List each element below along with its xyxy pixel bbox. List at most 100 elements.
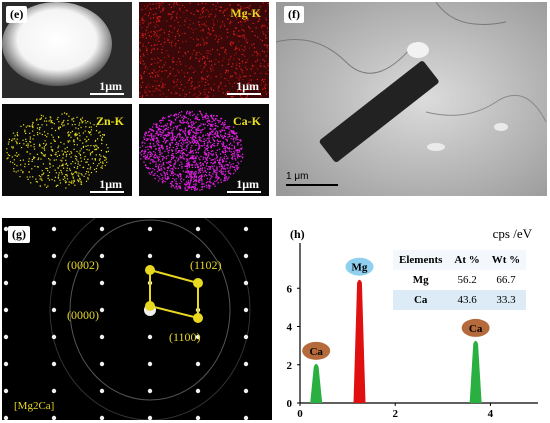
spectrum-peak: [353, 279, 366, 403]
diffraction-spot: [195, 361, 201, 367]
diffraction-spot: [243, 388, 249, 394]
diffraction-spot: [51, 307, 57, 313]
tem-image: (f) 1 μm: [276, 2, 547, 196]
table-row: Ca 43.6 33.3: [393, 290, 527, 310]
diffraction-spot: [243, 361, 249, 367]
y-tick-label: 4: [287, 322, 293, 334]
index-1102: (1102): [190, 258, 222, 272]
zn-dots: [6, 112, 109, 189]
diffraction-spot: [195, 388, 201, 394]
precipitate-rod: [319, 61, 439, 162]
diffraction-spot: [243, 253, 249, 259]
diffraction-spot: [147, 388, 153, 394]
diffraction-spot: [243, 307, 249, 313]
diffraction-spot: [3, 307, 9, 313]
mg-map: Mg-K 1μm: [139, 2, 269, 98]
y-tick-label: 6: [287, 283, 293, 295]
index-0002: (0002): [67, 258, 99, 272]
table-cell: Mg: [412, 274, 429, 286]
x-tick-label: 0: [297, 408, 303, 420]
tem-micrograph: [276, 2, 547, 196]
scale-bar: [90, 191, 124, 193]
table-cell: 43.6: [457, 294, 477, 306]
diffraction-spot: [3, 388, 9, 394]
diffraction-spot: [147, 361, 153, 367]
peak-label-badge: [461, 318, 490, 337]
diffraction-spot: [147, 415, 153, 420]
x-tick-label: 4: [488, 408, 494, 420]
diffraction-spot: [51, 334, 57, 340]
diffraction-spot: [147, 253, 153, 259]
diffraction-spot: [99, 280, 105, 286]
diffraction-spot: [243, 226, 249, 232]
diffraction-spot: [3, 280, 9, 286]
diffraction-spot: [195, 415, 201, 420]
diffraction-spot: [243, 415, 249, 420]
diffraction-spot: [3, 226, 9, 232]
scale-bar: [90, 93, 124, 95]
index-1100: (1100): [169, 330, 201, 344]
table-header: Elements: [399, 254, 443, 266]
scale-bar: [227, 93, 261, 95]
element-label: Zn-K: [95, 114, 124, 128]
peak-label-badge: [345, 257, 374, 276]
phase-label: [Mg2Ca]: [14, 400, 55, 412]
diffraction-spot: [3, 415, 9, 420]
diffraction-spot: [3, 361, 9, 367]
scale-bar-label: 1 μm: [286, 171, 309, 182]
diffraction-spot: [51, 388, 57, 394]
eds-chart: 0 2 4 6 0 2 4 Ca Mg Ca: [287, 240, 538, 420]
peak-label-badge: [302, 341, 331, 360]
sem-particle: [2, 2, 132, 98]
scale-bar: [227, 191, 261, 193]
panel-label-f: (f): [284, 6, 304, 23]
scale-bar-label: 1μm: [99, 79, 122, 93]
diffraction-spot: [195, 334, 201, 340]
diffraction-spot: [243, 280, 249, 286]
diffraction-spot: [99, 226, 105, 232]
sem-image: (e) 1μm: [2, 2, 132, 98]
diffraction-spot: [195, 226, 201, 232]
panel-label-h: (h): [286, 226, 309, 243]
diffraction-spot: [99, 388, 105, 394]
indexed-spot: [193, 278, 203, 288]
diffraction-spot: [3, 334, 9, 340]
diffraction-spots: [3, 218, 251, 420]
peak-label: Ca: [309, 346, 323, 358]
table-row: Mg 56.2 66.7: [393, 270, 527, 290]
spectrum-peak: [469, 340, 482, 403]
diffraction-spot: [243, 334, 249, 340]
diffraction-spot: [99, 415, 105, 420]
index-0000: (0000): [67, 308, 99, 322]
table-header: At %: [454, 254, 480, 266]
indexed-spot: [193, 313, 203, 323]
diffraction-spot: [51, 415, 57, 420]
x-tick-label: 2: [392, 408, 398, 420]
scale-bar: [286, 184, 338, 186]
y-unit-label: cps /eV: [492, 226, 532, 241]
table-cell: 66.7: [496, 274, 516, 286]
diffraction-spot: [147, 226, 153, 232]
zn-map: Zn-K 1μm: [2, 104, 132, 196]
ca-dots: [139, 110, 244, 192]
diffraction-spot: [99, 307, 105, 313]
spectrum-peak: [310, 363, 323, 403]
table-cell: 56.2: [457, 274, 477, 286]
peak-label: Mg: [352, 262, 368, 274]
diffraction-spot: [51, 361, 57, 367]
diffraction-spot: [51, 253, 57, 259]
diffraction-spot: [147, 334, 153, 340]
indexing-parallelogram: [149, 268, 199, 320]
composition-table: Elements At % Wt % Mg 56.2 66.7 Ca 43.6 …: [393, 250, 527, 310]
panel-label-e: (e): [6, 6, 28, 23]
element-label: Mg-K: [230, 6, 261, 20]
saed-pattern: (g) (0002) (1102) (0000) (1100) [Mg2Ca]: [2, 218, 272, 420]
panel-label-g: (g): [8, 226, 30, 243]
diffraction-spot: [3, 253, 9, 259]
diffraction-spot: [195, 253, 201, 259]
table-cell: Ca: [413, 294, 428, 306]
eds-spectrum: 0 2 4 6 0 2 4 Ca Mg Ca (h) cps /eV Elements At % …: [276, 218, 548, 420]
indexed-spot: [145, 265, 155, 275]
table-cell: 33.3: [496, 294, 516, 306]
scale-bar-label: 1μm: [236, 79, 259, 93]
